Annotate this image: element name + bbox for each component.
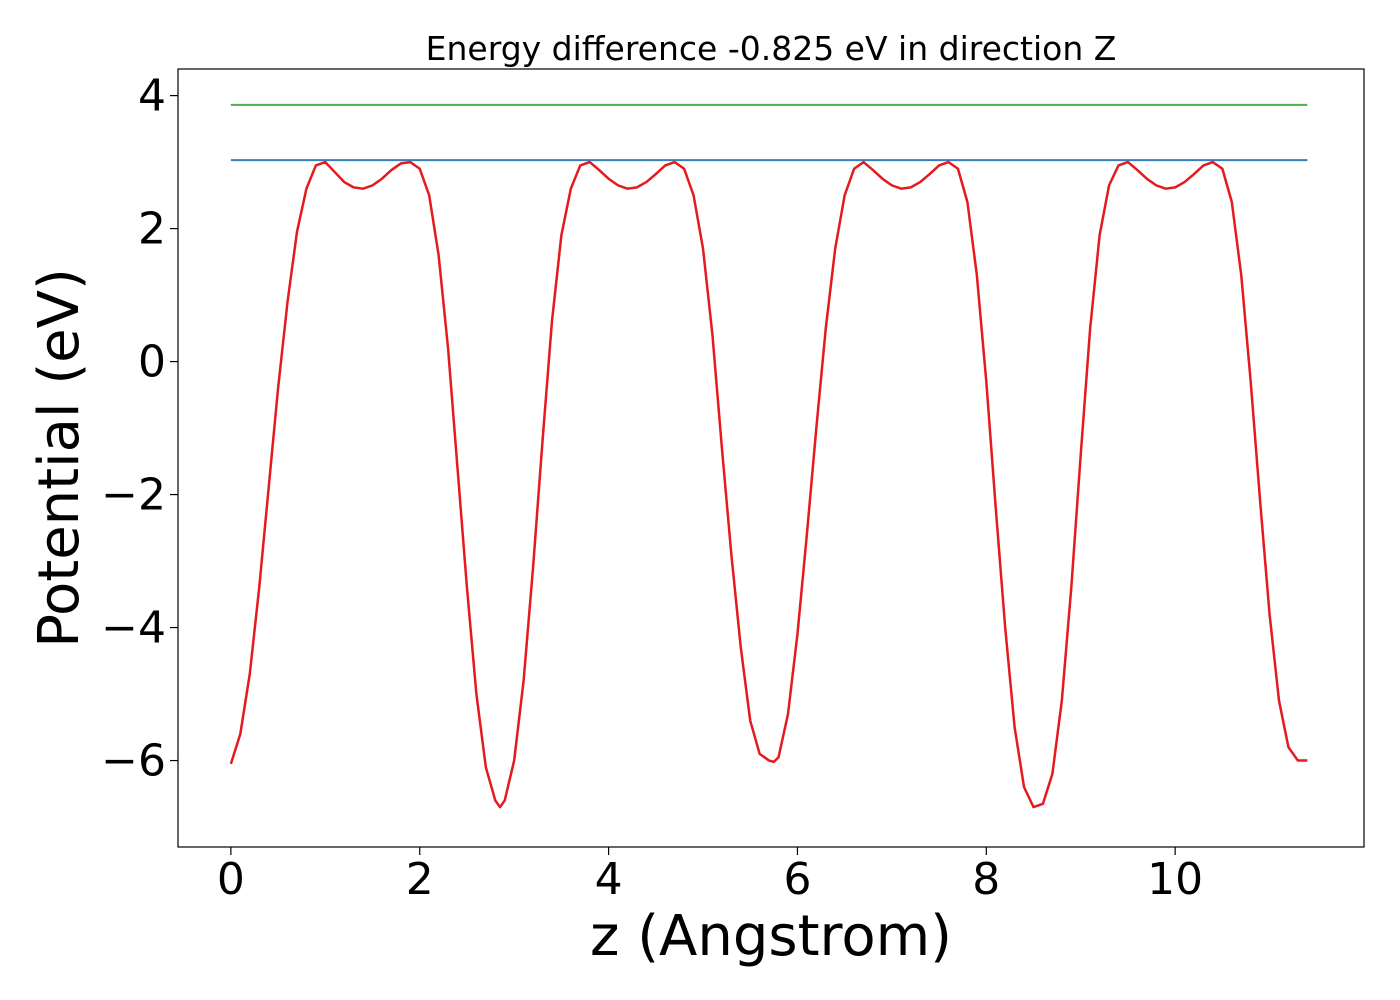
y-tick-label: −6 bbox=[101, 736, 166, 787]
x-axis-label: z (Angstrom) bbox=[590, 904, 952, 969]
y-axis-label: Potential (eV) bbox=[27, 268, 92, 648]
y-axis: −6 −4 −2 0 2 4 bbox=[101, 71, 178, 787]
x-tick-label: 8 bbox=[972, 854, 1000, 905]
y-tick-label: 4 bbox=[138, 71, 166, 122]
axes-frame bbox=[177, 68, 1365, 848]
y-tick-label: −4 bbox=[101, 603, 166, 654]
x-tick-label: 4 bbox=[595, 854, 623, 905]
y-tick-label: 2 bbox=[138, 204, 166, 255]
series-line-potential bbox=[229, 160, 1308, 809]
x-tick-label: 10 bbox=[1147, 854, 1203, 905]
y-tick-label: −2 bbox=[101, 470, 166, 521]
x-axis: 0 2 4 6 8 10 bbox=[217, 847, 1203, 905]
plot-area bbox=[177, 68, 1365, 848]
series-layer bbox=[229, 103, 1308, 809]
x-tick-label: 2 bbox=[406, 854, 434, 905]
x-tick-label: 0 bbox=[217, 854, 245, 905]
x-tick-label: 6 bbox=[783, 854, 811, 905]
y-tick-label: 0 bbox=[138, 337, 166, 388]
chart-title: Energy difference -0.825 eV in direction… bbox=[426, 29, 1117, 68]
